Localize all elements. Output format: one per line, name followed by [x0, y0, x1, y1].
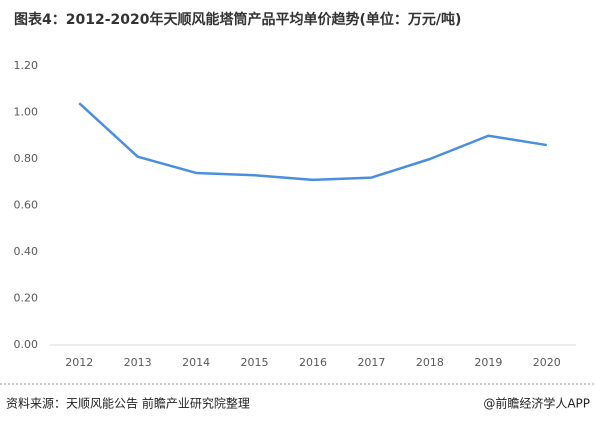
credit: @前瞻经济学人APP — [483, 396, 590, 411]
x-tick-label: 2013 — [124, 356, 152, 369]
y-tick-label: 0.60 — [14, 199, 39, 212]
y-tick-label: 0.00 — [14, 338, 39, 351]
x-tick-label: 2016 — [299, 356, 327, 369]
x-tick-label: 2014 — [182, 356, 210, 369]
y-tick-label: 1.00 — [14, 106, 39, 119]
x-tick-label: 2018 — [416, 356, 444, 369]
x-tick-label: 2017 — [357, 356, 385, 369]
x-tick-label: 2019 — [474, 356, 502, 369]
x-tick-label: 2012 — [65, 356, 93, 369]
y-tick-label: 0.20 — [14, 292, 39, 305]
y-tick-label: 0.40 — [14, 245, 39, 258]
source: 资料来源：天顺风能公告 前瞻产业研究院整理 — [6, 396, 250, 411]
chart-title: 图表4：2012-2020年天顺风能塔筒产品平均单价趋势(单位：万元/吨) — [14, 11, 461, 28]
line — [78, 102, 547, 182]
x-tick-label: 2015 — [241, 356, 269, 369]
y-tick-label: 0.80 — [14, 152, 39, 165]
x-tick-label: 2020 — [533, 356, 561, 369]
y-tick-label: 1.20 — [14, 59, 39, 72]
